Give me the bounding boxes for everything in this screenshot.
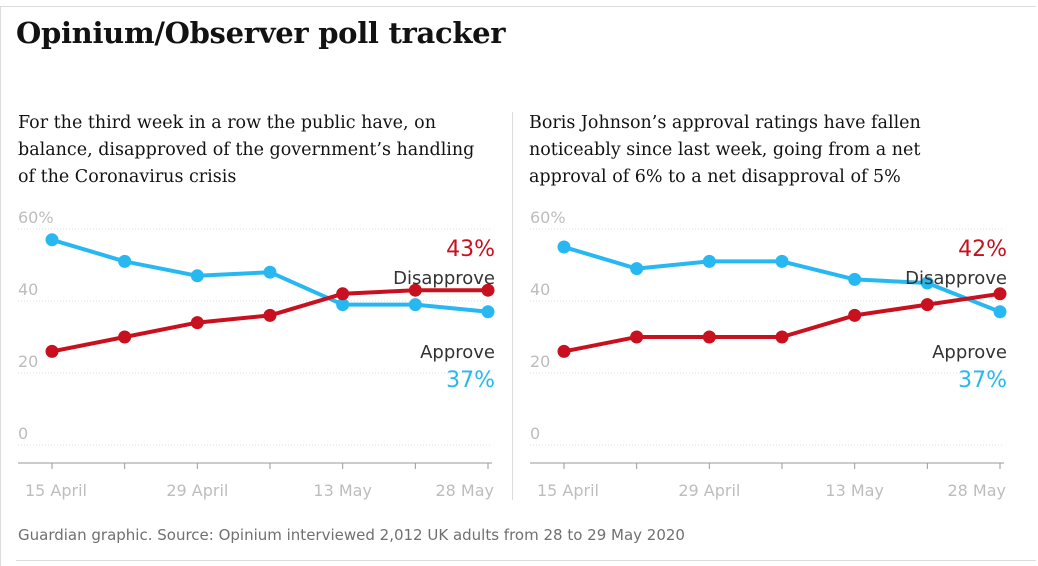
x-tick-label: 29 April xyxy=(166,481,228,500)
approve-series-label: Approve xyxy=(420,342,495,363)
data-point-disapprove xyxy=(920,298,934,312)
y-tick-label: 40 xyxy=(530,280,550,299)
data-point-disapprove xyxy=(118,330,132,344)
approve-series-label: Approve xyxy=(932,342,1007,363)
data-point-disapprove xyxy=(775,330,789,344)
left-rule xyxy=(0,6,1,566)
x-tick-label: 13 May xyxy=(825,481,884,500)
disapprove-series-label: Disapprove xyxy=(393,268,495,289)
data-point-disapprove xyxy=(702,330,716,344)
data-point-disapprove xyxy=(190,316,204,330)
y-tick-label: 40 xyxy=(18,280,38,299)
data-point-approve xyxy=(481,305,495,319)
data-point-approve xyxy=(190,269,204,283)
data-point-approve xyxy=(118,254,132,268)
approve-value-label: 37% xyxy=(446,368,495,393)
chart-left-subtitle: For the third week in a row the public h… xyxy=(18,113,475,187)
data-point-approve xyxy=(45,233,59,247)
top-rule xyxy=(0,6,1036,7)
x-tick-label: 28 May xyxy=(947,481,1006,500)
y-tick-label: 0 xyxy=(530,424,540,443)
panel-divider xyxy=(512,112,513,500)
bottom-rule xyxy=(16,560,1036,561)
data-point-approve xyxy=(848,272,862,286)
data-point-disapprove xyxy=(481,283,495,297)
data-point-disapprove xyxy=(848,308,862,322)
x-tick-label: 28 May xyxy=(435,481,494,500)
chart-left: 0 20 40 60% 15 April 29 April 13 May 28 May 43% D… xyxy=(18,208,495,500)
y-tick-label: 60% xyxy=(530,208,566,227)
data-point-disapprove xyxy=(630,330,644,344)
data-point-approve xyxy=(557,240,571,254)
x-tick-label: 29 April xyxy=(678,481,740,500)
data-point-approve xyxy=(702,254,716,268)
data-point-disapprove xyxy=(557,344,571,358)
x-tick-label: 15 April xyxy=(537,481,599,500)
data-point-disapprove xyxy=(336,287,350,301)
y-tick-label: 60% xyxy=(18,208,54,227)
data-point-disapprove xyxy=(45,344,59,358)
disapprove-series-label: Disapprove xyxy=(905,268,1007,289)
disapprove-value-label: 43% xyxy=(446,237,495,262)
data-point-approve xyxy=(920,276,934,290)
x-tick-label: 13 May xyxy=(313,481,372,500)
data-point-approve xyxy=(408,298,422,312)
approve-value-label: 37% xyxy=(958,368,1007,393)
data-point-approve xyxy=(993,305,1007,319)
page-title: Opinium/Observer poll tracker xyxy=(16,16,506,50)
chart-right: 0 20 40 60% 15 April 29 April 13 May 28 May 42% D… xyxy=(530,208,1007,500)
data-point-disapprove xyxy=(993,287,1007,301)
data-point-approve xyxy=(630,262,644,276)
y-tick-label: 20 xyxy=(530,352,550,371)
y-tick-label: 0 xyxy=(18,424,28,443)
source-note: Guardian graphic. Source: Opinium interv… xyxy=(18,526,685,544)
data-point-approve xyxy=(336,298,350,312)
data-point-disapprove xyxy=(263,308,277,322)
data-point-approve xyxy=(263,265,277,279)
data-point-disapprove xyxy=(408,283,422,297)
chart-right-subtitle: Boris Johnson’s approval ratings have fa… xyxy=(529,113,921,187)
y-tick-label: 20 xyxy=(18,352,38,371)
x-tick-label: 15 April xyxy=(25,481,87,500)
data-point-approve xyxy=(775,254,789,268)
disapprove-value-label: 42% xyxy=(958,237,1007,262)
